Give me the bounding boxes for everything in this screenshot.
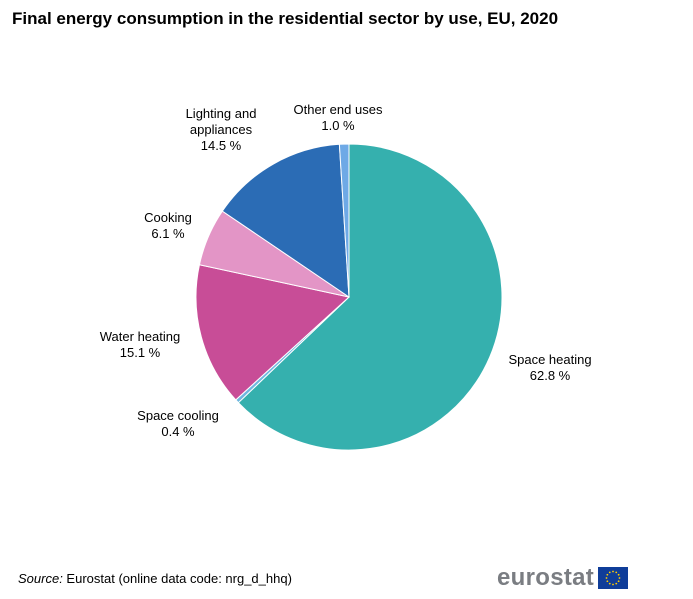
eu-flag-star <box>605 577 608 579</box>
slice-value-cooking: 6.1 % <box>151 226 185 241</box>
pie-slices <box>195 143 503 451</box>
eu-flag-star <box>615 582 618 585</box>
slice-value-space-heating: 62.8 % <box>529 368 571 383</box>
source-text: Eurostat (online data code: nrg_d_hhq) <box>62 571 292 586</box>
pie-slice-other-end-uses <box>338 143 350 298</box>
eu-flag-star <box>618 577 621 579</box>
source-label: Source: <box>18 571 63 586</box>
eurostat-logo: eurostat <box>497 564 629 592</box>
eurostat-logo-text: eurostat <box>497 564 595 591</box>
chart-title: Final energy consumption in the resident… <box>12 9 559 28</box>
slice-label-space-cooling-name: Space cooling <box>137 408 219 423</box>
slice-label-lighting-line1: Lighting and <box>185 106 257 121</box>
eu-flag-star <box>617 573 620 576</box>
slice-label-water-heating: Water heating 15.1 % <box>100 329 180 361</box>
slice-label-cooking-name: Cooking <box>144 210 192 225</box>
slice-value-space-cooling: 0.4 % <box>161 424 195 439</box>
slice-label-water-heating-name: Water heating <box>99 329 181 344</box>
eu-flag-star <box>617 580 620 583</box>
slice-value-lighting: 14.5 % <box>200 138 242 153</box>
eu-flag-star <box>606 580 609 583</box>
slice-value-other: 1.0 % <box>321 118 355 133</box>
eu-flag-star <box>615 571 618 574</box>
slice-value-water-heating: 15.1 % <box>119 345 161 360</box>
pie-slice-lighting-and-appliances <box>221 143 350 298</box>
slice-label-other-name: Other end uses <box>293 102 383 117</box>
slice-label-lighting-line2: appliances <box>189 122 253 137</box>
slice-label-space-heating-name: Space heating <box>508 352 592 367</box>
slice-label-space-heating: Space heating 62.8 % <box>508 352 591 384</box>
slice-label-space-cooling: Space cooling 0.4 % <box>137 408 219 440</box>
eu-flag-icon <box>598 567 629 589</box>
slice-label-cooking: Cooking 6.1 % <box>144 210 192 242</box>
eu-flag-star <box>608 571 611 574</box>
pie-slice-water-heating <box>195 264 351 401</box>
source-note: Source: Eurostat (online data code: nrg_… <box>18 571 292 587</box>
slice-label-other-end-uses: Other end uses 1.0 % <box>294 102 383 134</box>
eu-flag-star <box>608 582 611 585</box>
pie-slice-space-heating <box>237 143 503 451</box>
eu-flag-star <box>612 583 614 586</box>
eu-flag-star <box>606 573 609 576</box>
eu-flag-star <box>612 570 614 573</box>
slice-label-lighting-and-appliances: Lighting and appliances 14.5 % <box>186 106 257 154</box>
